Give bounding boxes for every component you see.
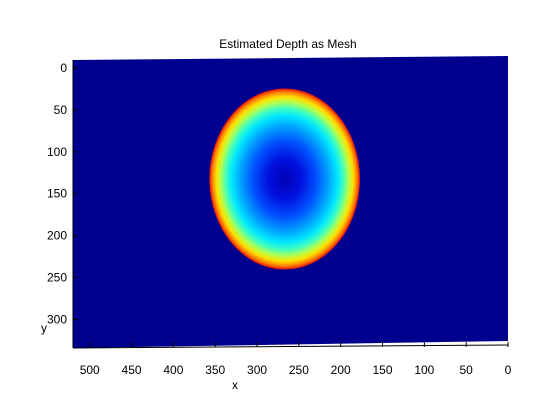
x-tick-label: 50 [459, 363, 473, 377]
depth-bowl [209, 88, 360, 270]
x-tick-label: 100 [414, 363, 434, 377]
x-axis-line [72, 344, 509, 349]
y-axis-label: y [41, 321, 47, 335]
y-tick-label: 150 [47, 187, 67, 201]
y-tick-label: 200 [47, 229, 67, 243]
y-tick-label: 100 [47, 145, 67, 159]
x-tick-label: 150 [373, 363, 393, 377]
x-tick-label: 250 [289, 363, 309, 377]
x-tick-label: 0 [505, 363, 512, 377]
chart-title: Estimated Depth as Mesh [219, 37, 356, 51]
y-tick-label: 300 [47, 312, 67, 326]
x-axis-label: x [232, 378, 238, 392]
plot-area [73, 56, 508, 348]
x-tick-label: 400 [163, 363, 183, 377]
y-axis: 0 50 100 150 200 250 300 [47, 60, 78, 348]
x-axis: 500 450 400 350 300 250 200 150 100 50 0 [72, 342, 512, 377]
x-tick-label: 300 [247, 363, 267, 377]
x-tick-label: 200 [331, 363, 351, 377]
y-tick-label: 250 [47, 271, 67, 285]
y-tick-label: 0 [60, 61, 67, 75]
x-tick-label: 500 [80, 363, 100, 377]
y-tick-label: 50 [54, 103, 68, 117]
x-tick-label: 450 [122, 363, 142, 377]
x-tick-label: 350 [205, 363, 225, 377]
